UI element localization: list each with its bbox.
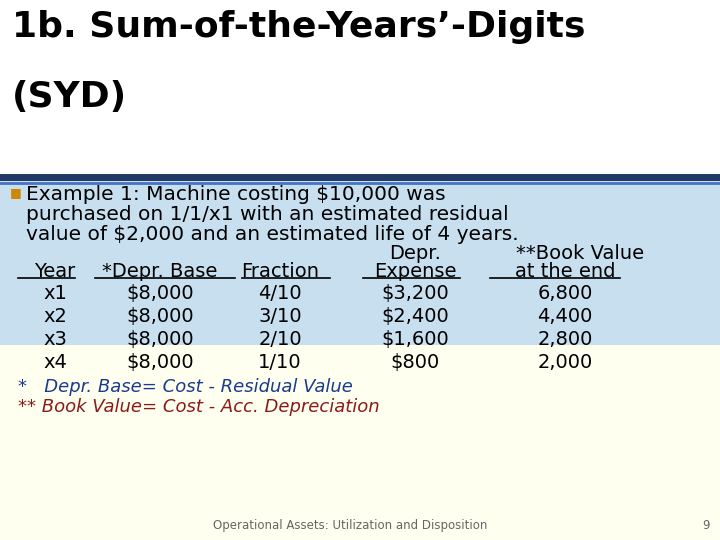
Text: value of $2,000 and an estimated life of 4 years.: value of $2,000 and an estimated life of…: [26, 225, 518, 244]
Text: 2,800: 2,800: [537, 330, 593, 349]
Text: at the end: at the end: [515, 262, 616, 281]
Bar: [0, 0, 720, 175]
Text: $8,000: $8,000: [126, 330, 194, 349]
Text: x2: x2: [43, 307, 67, 326]
Text: x1: x1: [43, 284, 67, 303]
Text: 9: 9: [703, 519, 710, 532]
Text: ■: ■: [10, 186, 22, 199]
Text: **Book Value: **Book Value: [516, 244, 644, 263]
Text: $800: $800: [390, 353, 440, 372]
Bar: [0, 175, 720, 345]
Text: Depr.: Depr.: [389, 244, 441, 263]
Text: Operational Assets: Utilization and Disposition: Operational Assets: Utilization and Disp…: [213, 519, 487, 532]
Text: purchased on 1/1/x1 with an estimated residual: purchased on 1/1/x1 with an estimated re…: [26, 205, 508, 224]
Text: *   Depr. Base= Cost - Residual Value: * Depr. Base= Cost - Residual Value: [18, 378, 353, 396]
Text: $2,400: $2,400: [381, 307, 449, 326]
Text: 1/10: 1/10: [258, 353, 302, 372]
Text: Year: Year: [35, 262, 76, 281]
Text: *Depr. Base: *Depr. Base: [102, 262, 217, 281]
Text: x3: x3: [43, 330, 67, 349]
Text: 6,800: 6,800: [537, 284, 593, 303]
Text: 1b. Sum-of-the-Years’-Digits: 1b. Sum-of-the-Years’-Digits: [12, 10, 585, 44]
Text: x4: x4: [43, 353, 67, 372]
Text: $3,200: $3,200: [381, 284, 449, 303]
Text: 2/10: 2/10: [258, 330, 302, 349]
Text: Example 1: Machine costing $10,000 was: Example 1: Machine costing $10,000 was: [26, 185, 446, 204]
Text: Expense: Expense: [374, 262, 456, 281]
Text: $8,000: $8,000: [126, 307, 194, 326]
Bar: [0, 345, 720, 540]
Text: $1,600: $1,600: [381, 330, 449, 349]
Text: $8,000: $8,000: [126, 284, 194, 303]
Text: $8,000: $8,000: [126, 353, 194, 372]
Text: 4/10: 4/10: [258, 284, 302, 303]
Text: 2,000: 2,000: [537, 353, 593, 372]
Text: 4,400: 4,400: [537, 307, 593, 326]
Text: (SYD): (SYD): [12, 80, 127, 114]
Text: 3/10: 3/10: [258, 307, 302, 326]
Text: ** Book Value= Cost - Acc. Depreciation: ** Book Value= Cost - Acc. Depreciation: [18, 398, 379, 416]
Text: Fraction: Fraction: [241, 262, 319, 281]
